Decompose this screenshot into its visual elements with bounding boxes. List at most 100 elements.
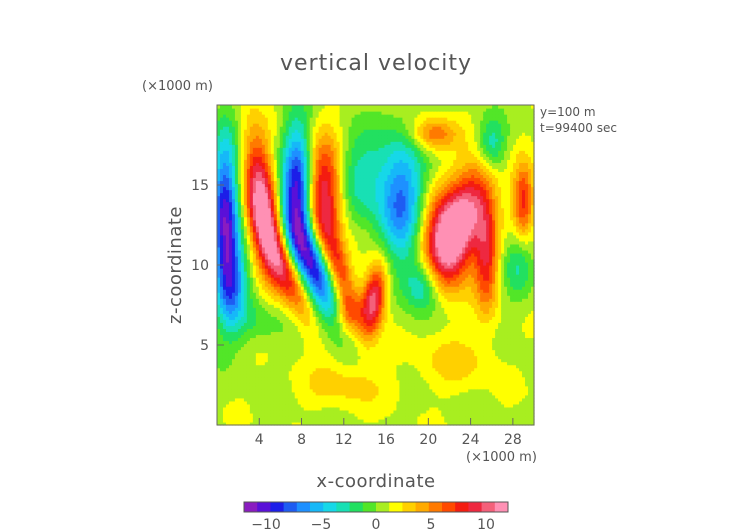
heatmap-cell bbox=[219, 364, 224, 369]
heatmap-cell bbox=[228, 252, 233, 257]
heatmap-cell bbox=[342, 346, 347, 351]
heatmap-cell bbox=[222, 207, 227, 212]
heatmap-cell bbox=[324, 204, 329, 209]
heatmap-cell bbox=[279, 364, 284, 369]
heatmap-cell bbox=[333, 225, 338, 230]
heatmap-cell bbox=[318, 373, 323, 378]
heatmap-cell bbox=[318, 168, 323, 173]
heatmap-cell bbox=[217, 283, 221, 287]
heatmap-cell bbox=[288, 283, 293, 287]
heatmap-cell bbox=[276, 135, 281, 139]
heatmap-cell bbox=[219, 331, 224, 336]
heatmap-cell bbox=[348, 249, 353, 254]
heatmap-cell bbox=[312, 367, 317, 372]
heatmap-cell bbox=[309, 150, 314, 154]
heatmap-cell bbox=[273, 138, 278, 142]
heatmap-cell bbox=[246, 210, 251, 215]
heatmap-cell bbox=[315, 292, 320, 296]
heatmap-cell bbox=[217, 349, 221, 354]
heatmap-cell bbox=[342, 355, 347, 360]
heatmap-cell bbox=[330, 373, 335, 378]
heatmap-cell bbox=[315, 328, 320, 333]
heatmap-cell bbox=[327, 249, 332, 254]
heatmap-cell bbox=[255, 135, 260, 139]
heatmap-cell bbox=[246, 204, 251, 209]
heatmap-cell bbox=[318, 117, 323, 121]
heatmap-cell bbox=[315, 271, 320, 275]
heatmap-cell bbox=[288, 421, 293, 426]
heatmap-cell bbox=[273, 114, 278, 118]
heatmap-cell bbox=[255, 147, 260, 151]
heatmap-cell bbox=[354, 243, 359, 248]
heatmap-cell bbox=[312, 180, 317, 185]
heatmap-cell bbox=[219, 153, 224, 157]
heatmap-cell bbox=[312, 240, 317, 245]
heatmap-cell bbox=[309, 283, 314, 287]
heatmap-cell bbox=[282, 388, 287, 393]
heatmap-cell bbox=[246, 400, 251, 405]
heatmap-cell bbox=[324, 376, 329, 381]
heatmap-cell bbox=[315, 343, 320, 348]
heatmap-cell bbox=[261, 370, 266, 375]
heatmap-cell bbox=[300, 243, 305, 248]
heatmap-cell bbox=[237, 391, 242, 396]
heatmap-cell bbox=[351, 400, 356, 405]
heatmap-cell bbox=[237, 225, 242, 230]
heatmap-cell bbox=[273, 400, 278, 405]
heatmap-cell bbox=[348, 231, 353, 236]
heatmap-cell bbox=[327, 415, 332, 420]
heatmap-cell bbox=[339, 406, 344, 411]
heatmap-cell bbox=[258, 195, 263, 200]
heatmap-cell bbox=[324, 213, 329, 218]
heatmap-cell bbox=[261, 319, 266, 323]
heatmap-cell bbox=[249, 114, 254, 118]
heatmap-cell bbox=[255, 334, 260, 339]
heatmap-cell bbox=[255, 313, 260, 317]
heatmap-cell bbox=[294, 352, 299, 357]
heatmap-cell bbox=[309, 204, 314, 209]
heatmap-cell bbox=[282, 373, 287, 378]
heatmap-cell bbox=[285, 135, 290, 139]
heatmap-cell bbox=[303, 325, 308, 329]
heatmap-cell bbox=[276, 292, 281, 296]
heatmap-cell bbox=[348, 138, 353, 142]
heatmap-cell bbox=[324, 210, 329, 215]
heatmap-cell bbox=[252, 183, 257, 188]
heatmap-cell bbox=[243, 397, 248, 402]
heatmap-cell bbox=[249, 219, 254, 224]
heatmap-cell bbox=[309, 304, 314, 308]
heatmap-cell bbox=[330, 207, 335, 212]
heatmap-cell bbox=[276, 111, 281, 115]
heatmap-cell bbox=[234, 123, 239, 127]
heatmap-cell bbox=[237, 283, 242, 287]
heatmap-cell bbox=[225, 328, 230, 333]
heatmap-cell bbox=[255, 111, 260, 115]
heatmap-cell bbox=[330, 346, 335, 351]
heatmap-cell bbox=[354, 274, 359, 278]
heatmap-cell bbox=[222, 388, 227, 393]
heatmap-cell bbox=[258, 388, 263, 393]
heatmap-cell bbox=[237, 246, 242, 251]
heatmap-cell bbox=[342, 364, 347, 369]
heatmap-cell bbox=[228, 379, 233, 384]
heatmap-cell bbox=[309, 268, 314, 272]
heatmap-cell bbox=[351, 192, 356, 197]
heatmap-cell bbox=[342, 174, 347, 179]
heatmap-cell bbox=[264, 162, 269, 166]
heatmap-cell bbox=[351, 177, 356, 182]
heatmap-cell bbox=[282, 370, 287, 375]
heatmap-cell bbox=[294, 421, 299, 426]
heatmap-cell bbox=[219, 231, 224, 236]
heatmap-cell bbox=[252, 228, 257, 233]
heatmap-cell bbox=[324, 222, 329, 227]
heatmap-cell bbox=[282, 310, 287, 314]
heatmap-cell bbox=[282, 415, 287, 420]
heatmap-cell bbox=[339, 304, 344, 308]
heatmap-cell bbox=[291, 289, 296, 293]
heatmap-cell bbox=[348, 379, 353, 384]
heatmap-cell bbox=[309, 192, 314, 197]
heatmap-cell bbox=[240, 268, 245, 272]
heatmap-cell bbox=[225, 201, 230, 206]
heatmap-cell bbox=[324, 258, 329, 263]
heatmap-cell bbox=[300, 307, 305, 311]
